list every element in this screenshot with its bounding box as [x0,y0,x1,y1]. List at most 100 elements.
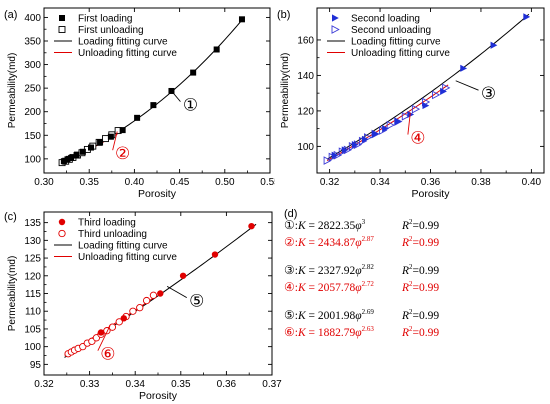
equation-separator: : [294,310,298,322]
equation-exponent: 2.82 [361,263,374,272]
loading-point [107,133,114,140]
x-tick-label: 0.45 [170,177,190,188]
equation-exponent: 2.72 [361,280,374,289]
equation-row: ②:K = 2434.87φ2.87 R2=0.99 [284,235,439,250]
x-axis-label: Porosity [138,188,177,200]
panel-label: (c) [4,211,17,223]
loading-point [64,156,71,163]
x-tick-label: 0.37 [262,379,282,390]
legend-label: Third unloading [78,229,147,240]
callout-leader [171,90,181,102]
y-tick-label: 350 [24,37,41,48]
unloading-point [432,90,441,100]
loading-point [341,146,349,154]
legend-marker [58,218,66,226]
legend-label: First loading [78,14,132,25]
loading-point [119,127,126,134]
loading-point [407,110,415,119]
loading-point [179,272,187,279]
unloading-point [142,296,151,305]
callout-label: ⑥ [100,345,115,364]
x-tick-label: 0.40 [522,177,542,188]
callout-label: ③ [481,84,496,103]
y-tick-label: 150 [24,131,41,142]
loading-point [211,251,219,258]
equation-row: ①:K = 2822.35φ3 R2=0.99 [284,218,439,233]
k-symbol: K [297,282,306,294]
y-tick-label: 105 [24,324,41,335]
x-tick-label: 0.30 [34,177,54,188]
unloading-point [129,307,137,315]
unloading-point [108,323,117,331]
x-tick-label: 0.35 [171,379,191,390]
legend-label: Loading fitting curve [351,37,441,48]
panel-d-label: (d) [284,208,298,220]
x-axis-label: Porosity [412,188,451,200]
equation-separator: : [294,282,298,294]
legend-label: Loading fitting curve [78,241,168,252]
unloading-point [386,120,395,130]
equation-separator: : [294,237,298,249]
k-symbol: K [297,220,306,232]
unloading-point [149,291,158,299]
y-tick-label: 120 [297,106,314,117]
callout-label: ② [115,144,130,163]
r-squared: R2=0.99 [402,263,440,277]
equation-separator: : [294,327,298,339]
legend-marker [331,25,340,34]
equation-exponent: 2.69 [361,308,374,317]
loading-point [238,16,245,23]
y-tick-label: 130 [24,236,41,247]
r-squared: R2=0.99 [402,218,440,232]
loading-point [351,141,359,149]
x-tick-label: 0.34 [125,379,145,390]
equation-number: ⑤ [284,308,295,322]
loading-point [97,329,105,336]
equation-panel-d: (d) ①:K = 2822.35φ3 R2=0.99 ②:K = 2434.87φ… [282,208,544,398]
x-tick-label: 0.50 [215,177,235,188]
legend-marker [58,229,66,238]
equation-coefficient: = 1882.79 [305,327,356,339]
r-squared: R2=0.99 [402,325,440,339]
equation-number: ② [284,235,295,249]
loading-point [68,154,75,161]
panel-label: (a) [4,9,17,21]
legend-marker [332,14,339,22]
phi-symbol: φ [355,237,362,249]
r-squared: R2=0.99 [402,235,440,249]
phi-symbol: φ [355,282,362,294]
unloading-point [442,83,451,93]
y-axis-label: Permeability(md) [280,53,291,129]
callout-leader [97,325,111,351]
loading-point [372,130,379,138]
y-tick-label: 300 [24,60,41,71]
x-tick-label: 0.40 [125,177,145,188]
equation-exponent: 2.63 [361,325,374,334]
legend-label: Third loading [78,218,136,229]
y-tick-label: 400 [24,13,41,24]
equation-coefficient: = 2057.78 [305,282,356,294]
y-tick-label: 100 [24,154,41,165]
y-tick-label: 200 [24,107,41,118]
y-tick-label: 135 [24,218,41,229]
unloading-point [323,156,332,165]
y-tick-label: 95 [30,360,42,371]
unloading-point [115,318,123,326]
y-tick-label: 100 [24,342,41,353]
phi-symbol: φ [355,310,362,322]
equation-number: ③ [284,263,295,277]
y-tick-label: 125 [24,254,41,265]
legend-label: Unloading fitting curve [78,48,177,59]
legend-label: Unloading fitting curve [351,48,450,59]
loading-point [460,64,468,72]
legend-marker [58,26,66,33]
loading-point [422,101,430,110]
equation-coefficient: = 2434.87 [305,237,356,249]
k-symbol: K [297,265,306,277]
y-tick-label: 120 [24,271,41,282]
loading-point [79,148,86,155]
equation-coefficient: = 2822.35 [305,220,356,232]
y-axis-label: Permeability(md) [7,256,18,332]
loading-point [150,102,157,109]
loading-point [88,144,95,151]
